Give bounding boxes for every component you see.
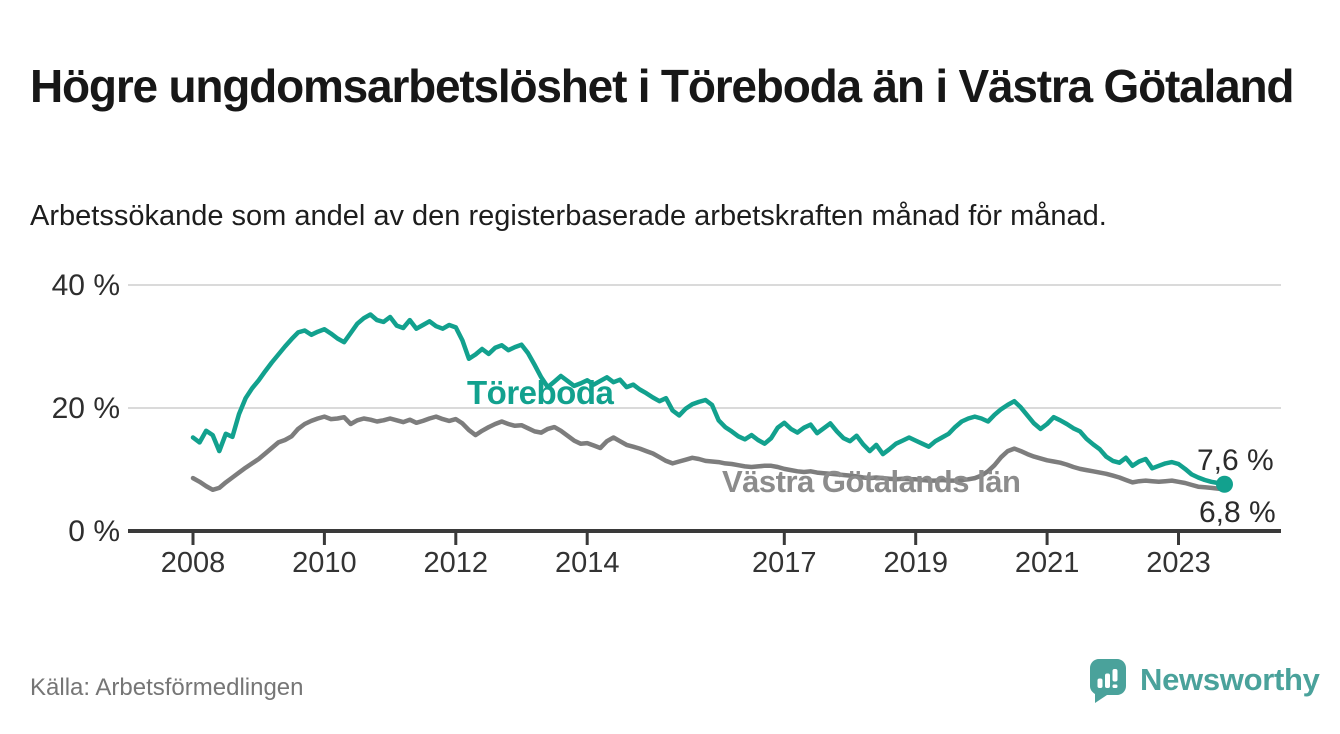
page-title: Högre ungdomsarbetslöshet i Töreboda än …	[30, 59, 1294, 112]
y-axis-label: 20 %	[52, 392, 120, 425]
series-label-toreboda: Töreboda	[467, 374, 614, 411]
bar-chart-glyph	[1097, 669, 1118, 688]
end-point-marker	[1215, 475, 1233, 493]
series-line-vastra-gotaland	[190, 414, 1227, 493]
series-line-toreboda	[190, 312, 1227, 487]
x-axis-label: 2008	[161, 547, 226, 579]
end-value-label-toreboda: 7,6 %	[1197, 444, 1274, 477]
newsworthy-logo-text: Newsworthy	[1140, 662, 1320, 697]
x-axis-label: 2023	[1146, 547, 1211, 579]
x-axis-label: 2021	[1015, 547, 1080, 579]
source-note: Källa: Arbetsförmedlingen	[30, 674, 304, 701]
y-axis-label: 40 %	[52, 269, 120, 302]
newsworthy-logo-icon	[1090, 659, 1126, 703]
x-axis-label: 2010	[292, 547, 357, 579]
x-axis-label: 2014	[555, 547, 620, 579]
page-subtitle: Arbetssökande som andel av den registerb…	[30, 200, 1107, 232]
newsworthy-logo: Newsworthy	[1088, 657, 1320, 703]
x-axis-label: 2012	[424, 547, 489, 579]
x-axis-label: 2019	[883, 547, 948, 579]
series-label-vastra-gotaland: Västra Götalands län	[722, 464, 1021, 499]
y-axis-label: 0 %	[68, 515, 120, 548]
x-axis-label: 2017	[752, 547, 817, 579]
end-value-label-vastra-gotaland: 6,8 %	[1199, 496, 1276, 529]
